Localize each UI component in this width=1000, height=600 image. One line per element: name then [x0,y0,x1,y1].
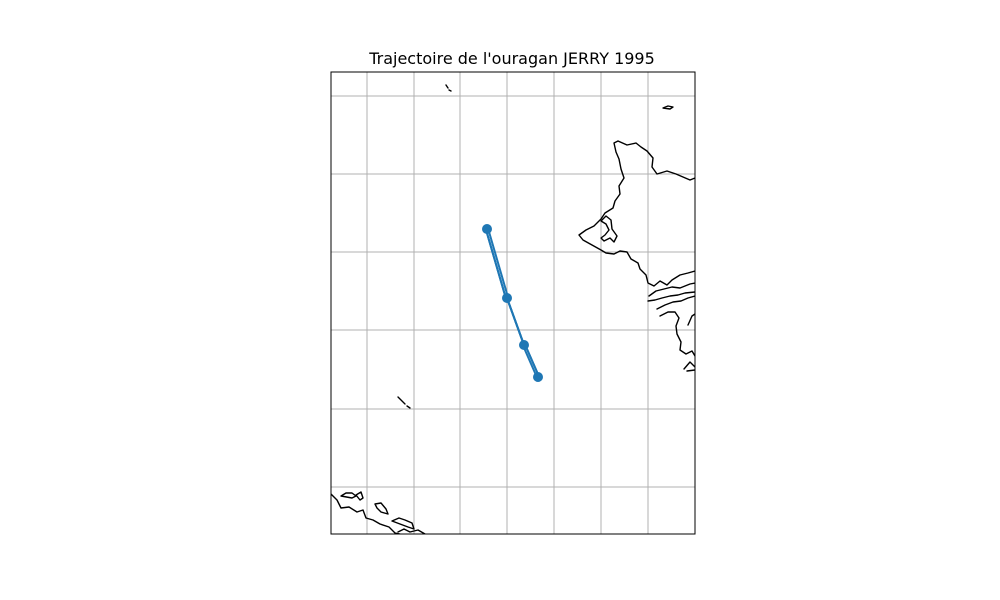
track-point [519,340,529,350]
map-title: Trajectoire de l'ouragan JERRY 1995 [368,49,655,68]
map-background [331,72,695,534]
track-point [533,372,543,382]
track-point [482,224,492,234]
track-point [502,293,512,303]
